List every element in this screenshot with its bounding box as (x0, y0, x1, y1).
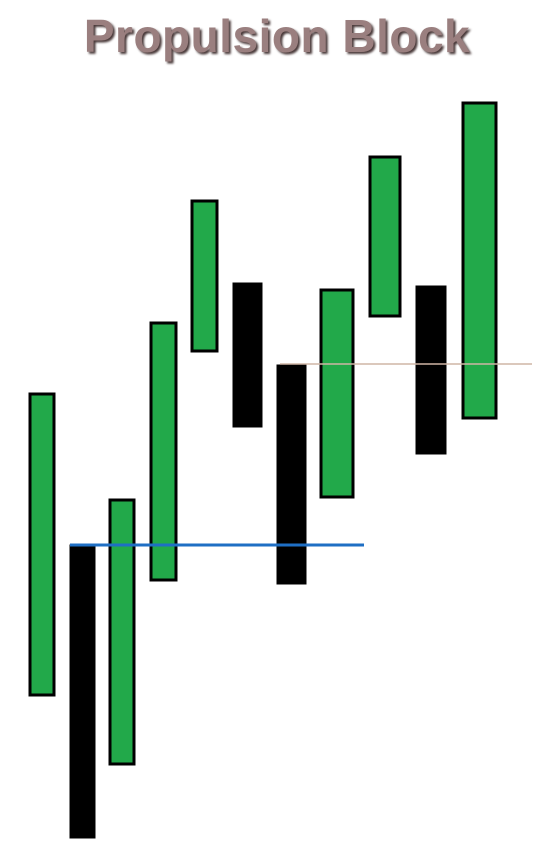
bearish-candle-7 (276, 364, 307, 585)
bullish-candle-3 (108, 498, 136, 766)
bullish-candle-4 (149, 321, 178, 582)
bullish-candle-5 (190, 199, 219, 353)
bullish-candle-1 (28, 392, 56, 697)
bearish-candle-10 (415, 285, 447, 455)
bullish-candle-8 (319, 288, 355, 499)
candles-group (28, 101, 498, 839)
bullish-candle-9 (368, 155, 402, 318)
bearish-candle-2 (69, 544, 96, 839)
bullish-candle-11 (461, 101, 498, 420)
page-title: Propulsion Block (83, 10, 471, 62)
bearish-candle-6 (232, 282, 263, 428)
